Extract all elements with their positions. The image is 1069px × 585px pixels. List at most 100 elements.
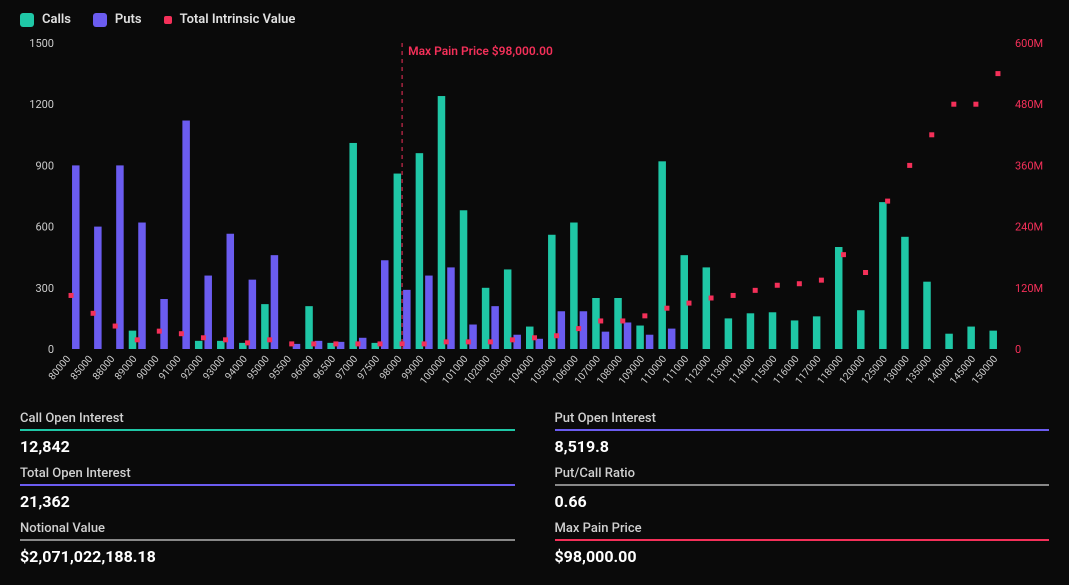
tiv-point — [664, 306, 669, 311]
tiv-point — [819, 278, 824, 283]
put-bar — [160, 299, 168, 349]
call-bar — [394, 174, 402, 349]
svg-text:Max Pain Price $98,000.00: Max Pain Price $98,000.00 — [408, 44, 553, 58]
svg-text:85000: 85000 — [69, 354, 96, 383]
put-bar — [447, 267, 455, 349]
stat-value: 0.66 — [555, 492, 1050, 511]
call-bar — [416, 153, 424, 349]
stat-value: 12,842 — [20, 437, 515, 456]
tiv-point — [797, 281, 802, 286]
put-bar — [403, 290, 411, 349]
put-bar — [138, 223, 146, 349]
put-bar — [602, 332, 610, 349]
tiv-point — [378, 341, 383, 346]
svg-text:97500: 97500 — [356, 354, 383, 383]
tiv-point — [554, 333, 559, 338]
svg-text:98000: 98000 — [378, 354, 405, 383]
legend-calls-label: Calls — [42, 12, 71, 27]
tiv-point — [289, 341, 294, 346]
tiv-point — [576, 326, 581, 331]
svg-text:93000: 93000 — [201, 354, 228, 383]
stats-grid: Call Open Interest 12,842 Put Open Interes… — [20, 411, 1049, 566]
svg-text:0: 0 — [48, 343, 54, 356]
svg-text:91000: 91000 — [157, 354, 184, 383]
stat-label: Notional Value — [20, 521, 515, 541]
svg-text:1500: 1500 — [29, 37, 54, 50]
stat-label: Max Pain Price — [555, 521, 1050, 541]
call-bar — [725, 318, 733, 349]
tiv-point — [267, 337, 272, 342]
call-bar — [438, 96, 446, 349]
svg-text:480M: 480M — [1015, 98, 1043, 111]
svg-text:300: 300 — [35, 282, 54, 295]
tiv-point — [466, 339, 471, 344]
tiv-point — [863, 270, 868, 275]
stat-label: Call Open Interest — [20, 411, 515, 431]
put-bar — [381, 260, 389, 349]
tiv-point — [841, 252, 846, 257]
tiv-point — [642, 313, 647, 318]
call-bar — [879, 202, 887, 349]
call-bar — [857, 310, 865, 349]
stat-block: Notional Value $2,071,022,188.18 — [20, 521, 515, 566]
svg-text:1200: 1200 — [29, 98, 54, 111]
tiv-point — [135, 337, 140, 342]
put-bar — [182, 121, 190, 349]
svg-text:94000: 94000 — [223, 354, 250, 383]
tiv-point — [333, 341, 338, 346]
call-bar — [548, 235, 556, 349]
call-bar — [945, 334, 953, 349]
svg-text:600M: 600M — [1015, 37, 1043, 50]
put-bar — [668, 329, 676, 349]
tiv-point — [311, 341, 316, 346]
put-bar — [271, 255, 279, 349]
call-bar — [592, 298, 600, 349]
put-bar — [536, 339, 544, 349]
svg-text:96000: 96000 — [290, 354, 317, 383]
tiv-point — [113, 324, 118, 329]
stat-label: Put Open Interest — [555, 411, 1050, 431]
svg-text:95500: 95500 — [268, 354, 295, 383]
svg-text:900: 900 — [35, 159, 54, 172]
tiv-point — [488, 339, 493, 344]
svg-text:0: 0 — [1015, 343, 1021, 356]
stat-value: $98,000.00 — [555, 547, 1050, 566]
tiv-point — [598, 318, 603, 323]
put-bar — [249, 280, 257, 349]
call-bar — [901, 237, 909, 349]
call-bar — [835, 247, 843, 349]
svg-text:95000: 95000 — [245, 354, 272, 383]
chart-legend: Calls Puts Total Intrinsic Value — [20, 12, 1049, 27]
svg-text:92000: 92000 — [179, 354, 206, 383]
tiv-point — [69, 293, 74, 298]
call-bar — [813, 316, 821, 349]
stat-block: Put Open Interest8,519.8 — [555, 411, 1050, 456]
tiv-point — [532, 335, 537, 340]
call-bar — [636, 326, 644, 349]
put-bar — [469, 325, 477, 349]
tiv-point — [223, 337, 228, 342]
call-bar — [504, 269, 512, 349]
tiv-point — [422, 341, 427, 346]
svg-text:90000: 90000 — [135, 354, 162, 383]
options-chart: 0300600900120015000120M240M360M480M600MM… — [20, 35, 1049, 395]
tiv-dot — [164, 16, 172, 24]
put-bar — [72, 165, 80, 349]
tiv-point — [995, 71, 1000, 76]
tiv-point — [973, 102, 978, 107]
legend-puts: Puts — [93, 12, 142, 27]
put-bar — [624, 322, 632, 349]
stat-value: $2,071,022,188.18 — [20, 547, 515, 566]
svg-text:97000: 97000 — [334, 354, 361, 383]
tiv-point — [885, 199, 890, 204]
tiv-point — [355, 341, 360, 346]
stat-block: Call Open Interest 12,842 — [20, 411, 515, 456]
stat-value: 21,362 — [20, 492, 515, 511]
tiv-point — [201, 335, 206, 340]
tiv-point — [620, 318, 625, 323]
stat-label: Put/Call Ratio — [555, 466, 1050, 486]
tiv-point — [179, 331, 184, 336]
tiv-point — [753, 288, 758, 293]
tiv-point — [510, 337, 515, 342]
put-bar — [94, 227, 102, 349]
